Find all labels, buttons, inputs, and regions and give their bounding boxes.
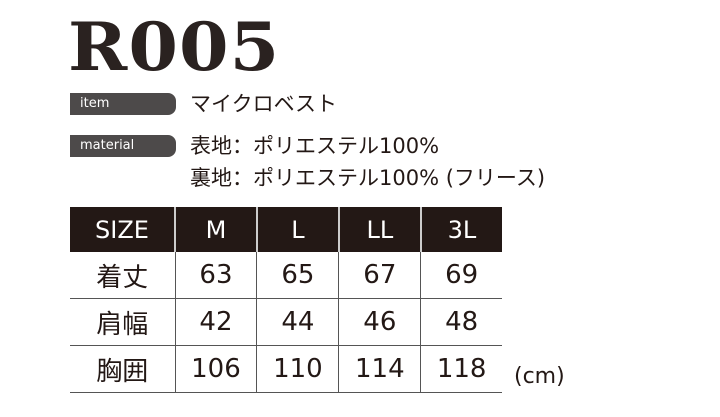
table-cell: 114 <box>338 345 421 393</box>
unit-label: (cm) <box>514 364 565 389</box>
table-cell: 44 <box>256 298 339 346</box>
header-cell: LL <box>337 207 421 252</box>
table-cell: 110 <box>256 345 339 393</box>
table-row: 胸囲 106 110 114 118 <box>70 345 502 393</box>
table-cell: 106 <box>174 345 257 393</box>
table-row: 肩幅 42 44 46 48 <box>70 298 502 346</box>
row-label: 胸囲 <box>70 345 175 393</box>
table-cell: 46 <box>338 298 421 346</box>
table-cell: 65 <box>256 252 339 299</box>
material-line-outer: 表地：ポリエステル100% <box>190 134 440 158</box>
table-cell: 118 <box>420 345 502 393</box>
table-header-row: SIZE M L LL 3L <box>70 207 502 252</box>
item-value: マイクロベスト <box>190 92 337 116</box>
table-cell: 67 <box>338 252 421 299</box>
table-cell: 48 <box>420 298 502 346</box>
header-cell: L <box>255 207 339 252</box>
header-cell: 3L <box>419 207 502 252</box>
table-cell: 69 <box>420 252 502 299</box>
size-table: SIZE M L LL 3L 着丈 63 65 67 69 肩幅 42 44 4… <box>70 207 502 393</box>
product-code-title: R005 <box>68 8 281 86</box>
table-row: 着丈 63 65 67 69 <box>70 252 502 299</box>
material-line-lining: 裏地：ポリエステル100% (フリース) <box>190 166 546 190</box>
header-cell: SIZE <box>70 207 175 252</box>
row-label: 肩幅 <box>70 298 175 346</box>
header-cell: M <box>174 207 257 252</box>
table-cell: 63 <box>174 252 257 299</box>
row-label: 着丈 <box>70 252 175 299</box>
material-label: material <box>70 135 176 157</box>
item-label: item <box>70 93 176 115</box>
table-cell: 42 <box>174 298 257 346</box>
